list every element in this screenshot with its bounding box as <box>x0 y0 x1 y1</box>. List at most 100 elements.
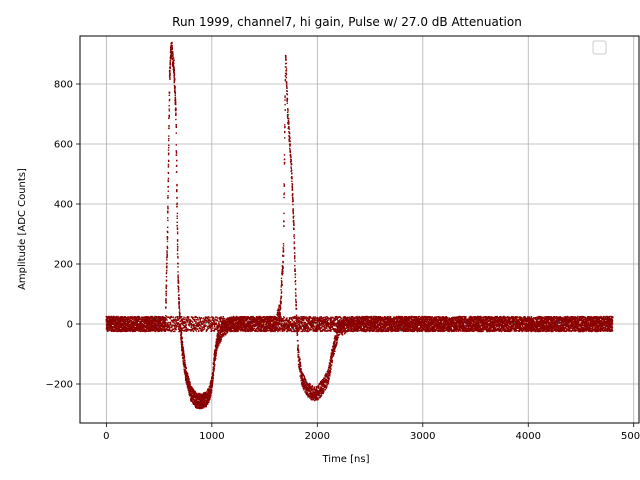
data-point <box>171 42 173 44</box>
data-point <box>200 404 202 406</box>
data-point <box>167 205 169 208</box>
data-point <box>306 317 309 319</box>
data-point <box>207 396 209 398</box>
data-point <box>304 324 306 327</box>
data-point <box>208 401 210 403</box>
data-point <box>220 337 222 339</box>
data-point <box>167 149 170 151</box>
data-point <box>215 358 217 360</box>
data-point <box>174 77 176 79</box>
data-point <box>297 326 300 328</box>
data-point <box>119 323 122 325</box>
data-point <box>166 257 168 259</box>
data-point <box>210 389 213 391</box>
data-point <box>325 321 328 324</box>
data-point <box>185 370 187 372</box>
data-point <box>294 323 297 325</box>
data-point <box>187 375 189 377</box>
data-point <box>236 316 238 319</box>
data-point <box>169 64 172 66</box>
data-point <box>222 333 224 336</box>
data-point <box>312 327 314 329</box>
data-point <box>220 331 222 334</box>
data-point <box>319 316 321 318</box>
data-point <box>173 79 176 81</box>
data-point <box>274 326 276 329</box>
data-point <box>326 322 328 324</box>
data-point <box>153 329 155 331</box>
data-point <box>177 280 180 282</box>
data-point <box>390 323 392 326</box>
data-point <box>278 329 281 332</box>
data-point <box>312 323 314 326</box>
data-point <box>162 322 165 324</box>
data-point <box>304 321 307 324</box>
data-point <box>178 282 180 284</box>
data-point <box>167 226 169 228</box>
data-point <box>178 294 180 296</box>
data-point <box>334 322 337 324</box>
data-point <box>112 329 114 331</box>
data-point <box>330 320 332 322</box>
data-point <box>189 384 191 386</box>
data-point <box>201 407 204 409</box>
data-point <box>177 262 179 265</box>
data-point <box>225 332 227 335</box>
data-point <box>261 318 263 321</box>
data-point <box>303 323 305 325</box>
data-point <box>175 132 177 134</box>
data-point <box>107 323 109 325</box>
data-point <box>168 94 170 96</box>
data-point <box>315 327 317 329</box>
data-point <box>222 324 224 327</box>
data-point <box>106 318 109 320</box>
data-point <box>120 316 123 319</box>
data-point <box>298 329 300 331</box>
data-point <box>175 108 177 111</box>
data-point <box>359 319 361 321</box>
data-point <box>120 322 122 324</box>
data-point <box>183 351 185 353</box>
data-point <box>195 392 198 394</box>
data-point <box>174 98 177 100</box>
data-point <box>165 301 167 304</box>
data-point <box>305 319 308 322</box>
data-point <box>192 398 194 401</box>
data-point <box>320 330 322 333</box>
data-point <box>334 318 336 321</box>
data-point <box>312 324 315 327</box>
data-point <box>193 396 196 398</box>
data-point <box>282 325 284 327</box>
data-point <box>359 329 361 332</box>
data-point <box>176 197 178 199</box>
data-point <box>287 329 290 332</box>
data-point <box>188 391 191 393</box>
data-point <box>209 382 212 385</box>
data-point <box>209 394 211 396</box>
data-point <box>360 318 362 320</box>
data-point <box>196 402 199 405</box>
data-point <box>239 324 241 327</box>
data-point <box>215 342 217 344</box>
data-point <box>294 317 296 320</box>
data-point <box>325 318 327 320</box>
data-point <box>178 303 180 305</box>
data-point <box>302 330 304 332</box>
data-point <box>227 330 229 333</box>
data-point <box>312 330 314 332</box>
data-point <box>183 355 185 358</box>
data-point <box>279 327 281 330</box>
data-point <box>187 382 189 384</box>
data-point <box>185 373 187 375</box>
data-point <box>173 67 175 70</box>
data-point <box>121 330 124 332</box>
data-point <box>326 324 329 326</box>
data-point <box>172 60 175 62</box>
data-point <box>327 330 330 332</box>
data-point <box>178 305 180 307</box>
data-point <box>281 318 283 320</box>
data-point <box>280 325 283 328</box>
data-point <box>363 329 365 331</box>
data-point <box>166 253 168 255</box>
data-point <box>174 99 177 101</box>
